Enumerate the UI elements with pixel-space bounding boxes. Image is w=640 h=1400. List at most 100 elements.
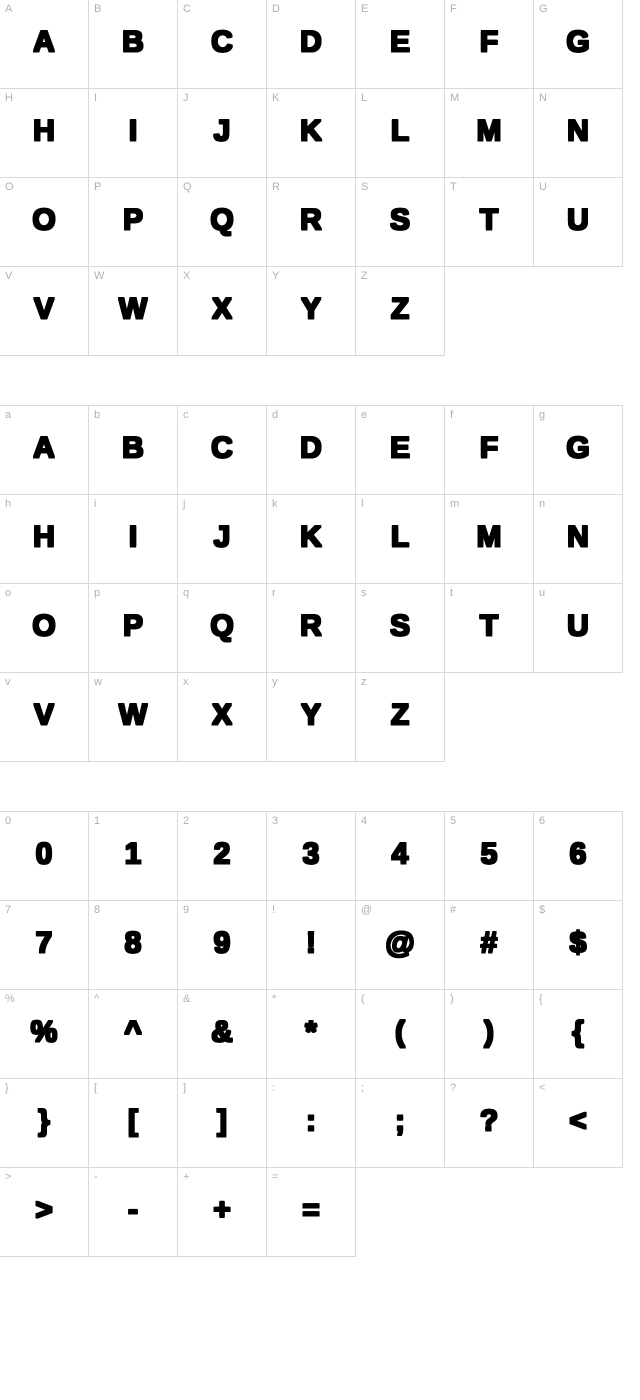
glyph-cell[interactable]: 33 (266, 811, 356, 901)
glyph-cell[interactable]: ?? (444, 1078, 534, 1168)
glyph-cell[interactable]: iI (88, 494, 178, 584)
glyph-cell[interactable]: qQ (177, 583, 267, 673)
glyph-cell[interactable]: [[ (88, 1078, 178, 1168)
glyph-cell[interactable]: ZZ (355, 266, 445, 356)
glyph-cell[interactable]: rR (266, 583, 356, 673)
glyph-cell[interactable]: oO (0, 583, 89, 673)
glyph-cell[interactable]: RR (266, 177, 356, 267)
glyph-cell[interactable]: == (266, 1167, 356, 1257)
glyph-cell[interactable]: ## (444, 900, 534, 990)
glyph-cell[interactable]: )) (444, 989, 534, 1079)
glyph-cell[interactable]: ^^ (88, 989, 178, 1079)
glyph-cell-label: @ (361, 904, 372, 916)
glyph-cell[interactable]: HH (0, 88, 89, 178)
glyph-cell-label: > (5, 1171, 11, 1183)
glyph-cell[interactable]: GG (533, 0, 623, 89)
glyph-cell[interactable]: (( (355, 989, 445, 1079)
glyph-cell[interactable]: ]] (177, 1078, 267, 1168)
glyph-cell[interactable]: CC (177, 0, 267, 89)
glyph-cell[interactable]: 44 (355, 811, 445, 901)
glyph-cell[interactable]: VV (0, 266, 89, 356)
glyph-cell-label: r (272, 587, 276, 599)
glyph-cell[interactable]: OO (0, 177, 89, 267)
glyph-cell[interactable]: << (533, 1078, 623, 1168)
glyph-cell[interactable]: 22 (177, 811, 267, 901)
glyph-cell[interactable]: FF (444, 0, 534, 89)
glyph-cell-glyph: ; (395, 1104, 405, 1138)
glyph-cell[interactable]: jJ (177, 494, 267, 584)
glyph-cell[interactable]: 99 (177, 900, 267, 990)
glyph-cell-glyph: $ (570, 926, 587, 960)
glyph-cell[interactable]: UU (533, 177, 623, 267)
glyph-cell[interactable]: && (177, 989, 267, 1079)
glyph-cell[interactable]: xX (177, 672, 267, 762)
glyph-cell[interactable]: fF (444, 405, 534, 495)
glyph-cell[interactable]: eE (355, 405, 445, 495)
glyph-cell-label: ^ (94, 993, 99, 1005)
glyph-cell[interactable]: KK (266, 88, 356, 178)
glyph-cell[interactable]: ** (266, 989, 356, 1079)
glyph-cell[interactable]: BB (88, 0, 178, 89)
glyph-cell[interactable]: TT (444, 177, 534, 267)
glyph-cell[interactable]: NN (533, 88, 623, 178)
glyph-cell[interactable]: !! (266, 900, 356, 990)
glyph-cell[interactable]: DD (266, 0, 356, 89)
glyph-cell[interactable]: lL (355, 494, 445, 584)
glyph-cell-glyph: ^ (124, 1015, 142, 1049)
glyph-cell[interactable]: aA (0, 405, 89, 495)
glyph-cell[interactable]: kK (266, 494, 356, 584)
glyph-cell[interactable]: 55 (444, 811, 534, 901)
glyph-cell[interactable]: AA (0, 0, 89, 89)
glyph-cell[interactable]: LL (355, 88, 445, 178)
glyph-cell-label: # (450, 904, 456, 916)
glyph-cell[interactable]: JJ (177, 88, 267, 178)
glyph-cell[interactable]: wW (88, 672, 178, 762)
glyph-cell[interactable]: ++ (177, 1167, 267, 1257)
glyph-cell-label: ! (272, 904, 275, 916)
glyph-cell[interactable]: hH (0, 494, 89, 584)
glyph-cell[interactable]: :: (266, 1078, 356, 1168)
glyph-cell[interactable]: uU (533, 583, 623, 673)
glyph-cell[interactable]: }} (0, 1078, 89, 1168)
glyph-cell[interactable]: mM (444, 494, 534, 584)
glyph-cell[interactable]: %% (0, 989, 89, 1079)
glyph-cell[interactable]: yY (266, 672, 356, 762)
glyph-cell[interactable]: pP (88, 583, 178, 673)
glyph-cell[interactable]: 66 (533, 811, 623, 901)
glyph-cell[interactable]: 77 (0, 900, 89, 990)
glyph-cell[interactable]: zZ (355, 672, 445, 762)
glyph-cell[interactable]: MM (444, 88, 534, 178)
glyph-cell[interactable]: dD (266, 405, 356, 495)
glyph-cell[interactable]: cC (177, 405, 267, 495)
glyph-cell-glyph: X (212, 292, 232, 326)
glyph-cell[interactable]: QQ (177, 177, 267, 267)
glyph-cell[interactable]: vV (0, 672, 89, 762)
glyph-cell[interactable]: $$ (533, 900, 623, 990)
glyph-cell[interactable]: 11 (88, 811, 178, 901)
glyph-cell[interactable]: nN (533, 494, 623, 584)
glyph-cell[interactable]: gG (533, 405, 623, 495)
glyph-cell[interactable]: XX (177, 266, 267, 356)
glyph-cell-label: Z (361, 270, 368, 282)
glyph-cell[interactable]: tT (444, 583, 534, 673)
glyph-cell[interactable]: II (88, 88, 178, 178)
glyph-cell-label: e (361, 409, 367, 421)
glyph-cell[interactable]: YY (266, 266, 356, 356)
glyph-cell[interactable]: EE (355, 0, 445, 89)
glyph-cell[interactable]: @@ (355, 900, 445, 990)
glyph-cell-label: R (272, 181, 280, 193)
glyph-cell[interactable]: >> (0, 1167, 89, 1257)
glyph-cell[interactable]: sS (355, 583, 445, 673)
glyph-cell-glyph: N (567, 114, 589, 148)
glyph-cell[interactable]: 88 (88, 900, 178, 990)
glyph-cell-label: % (5, 993, 15, 1005)
glyph-cell-glyph: # (481, 926, 498, 960)
glyph-cell[interactable]: {{ (533, 989, 623, 1079)
glyph-cell[interactable]: SS (355, 177, 445, 267)
glyph-cell[interactable]: -- (88, 1167, 178, 1257)
glyph-cell[interactable]: WW (88, 266, 178, 356)
glyph-cell[interactable]: 00 (0, 811, 89, 901)
glyph-cell[interactable]: bB (88, 405, 178, 495)
glyph-cell[interactable]: PP (88, 177, 178, 267)
glyph-cell[interactable]: ;; (355, 1078, 445, 1168)
